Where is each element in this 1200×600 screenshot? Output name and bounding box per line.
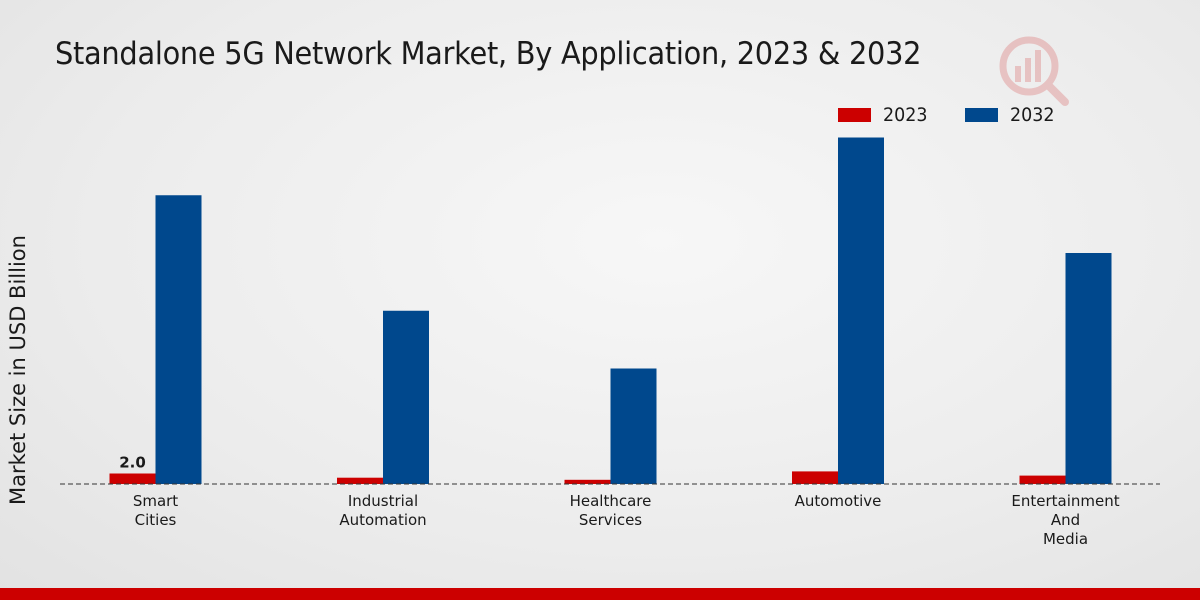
bottom-accent-bar	[0, 588, 1200, 600]
legend-swatch-2023	[838, 108, 871, 122]
legend-swatch-2032	[965, 108, 999, 122]
legend-item-2032: 2032	[965, 104, 1058, 126]
x-tick-label-3: Automotive	[795, 492, 882, 510]
x-tick-label-2: Healthcare Services	[570, 492, 652, 529]
data-label-0: 2.0	[119, 454, 146, 472]
x-tick-label-4: Entertainment And Media	[1011, 492, 1119, 548]
legend-item-2023: 2023	[838, 104, 931, 126]
x-tick-label-1: Industrial Automation	[339, 492, 426, 529]
chart-title: Standalone 5G Network Market, By Applica…	[55, 36, 922, 72]
logo-icon	[999, 36, 1069, 106]
legend-label-2032: 2032	[1010, 104, 1055, 126]
bar-2023-4	[1019, 475, 1066, 484]
bar-2023-0	[109, 473, 156, 484]
bar-2032-1	[383, 310, 429, 484]
bar-2032-4	[1065, 253, 1112, 484]
legend: 2023 2032	[838, 104, 1093, 126]
bar-2023-1	[337, 477, 383, 484]
legend-label-2023: 2023	[883, 104, 928, 126]
bar-2032-2	[610, 368, 657, 484]
x-tick-label-0: Smart Cities	[133, 492, 178, 529]
bar-2023-3	[792, 471, 838, 484]
bar-2032-0	[155, 195, 202, 484]
bar-2023-2	[564, 479, 611, 484]
bar-2032-3	[838, 137, 884, 484]
